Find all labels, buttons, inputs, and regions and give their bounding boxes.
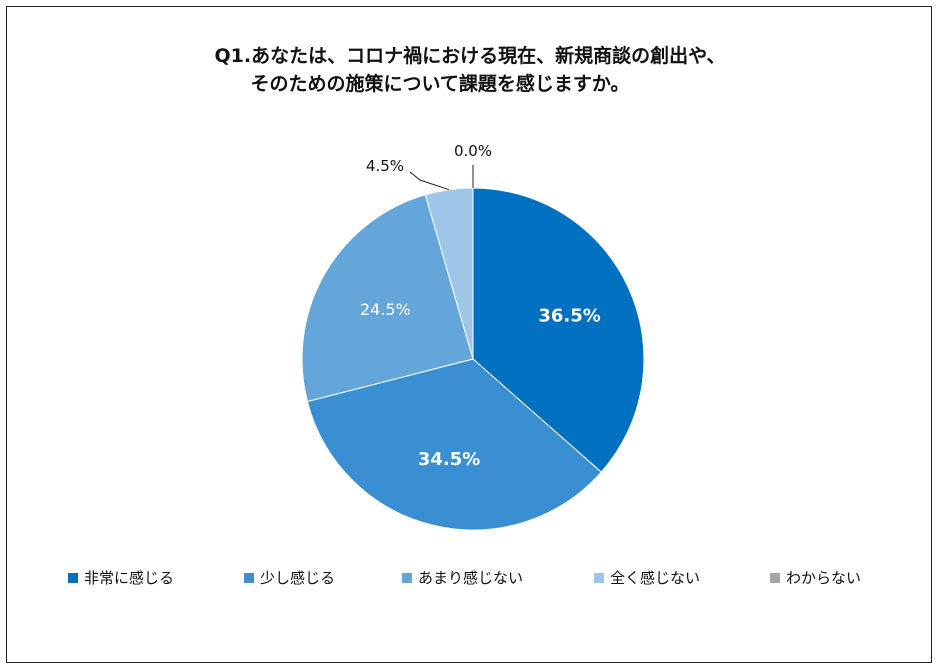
legend-label: わからない [786,569,862,587]
chart-title: Q1.あなたは、コロナ禍における現在、新規商談の創出や、 そのための施策について… [0,42,940,98]
pie-slice-not-much [301,194,474,403]
title-line-1: Q1.あなたは、コロナ禍における現在、新規商談の創出や、 [214,45,726,67]
legend-label: あまり感じない [418,569,524,587]
legend-item-dont-know: わからない [770,567,861,588]
legend-swatch [402,572,412,583]
legend-item-not-at-all: 全く感じない [594,567,700,588]
leader-line-not-at-all [409,171,450,191]
legend-item-somewhat: 少し感じる [244,567,335,588]
legend-label: 少し感じる [260,569,336,587]
pie-slice-very-much [472,187,645,473]
title-line-2: そのための施策について課題を感じますか。 [250,73,630,95]
legend-swatch [68,572,78,583]
legend-label: 全く感じない [610,569,701,587]
data-label-not-much: 24.5% [360,300,411,319]
pie-slice-somewhat [306,358,602,531]
data-label-dont-know: 0.0% [454,142,492,160]
data-label-somewhat: 34.5% [418,449,480,470]
legend-swatch [594,572,604,583]
legend-item-not-much: あまり感じない [402,567,523,588]
legend-label: 非常に感じる [84,569,175,587]
data-label-very-much: 36.5% [538,305,600,326]
legend-item-very-much: 非常に感じる [68,567,174,588]
data-label-not-at-all: 4.5% [366,157,404,175]
legend-swatch [244,572,254,583]
legend-swatch [770,572,780,583]
